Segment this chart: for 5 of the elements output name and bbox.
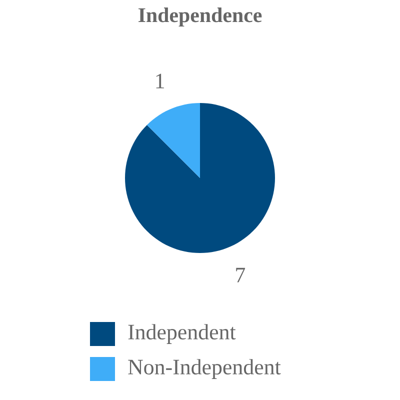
data-label: 7 [236,268,246,282]
legend-label: Independent [128,324,236,344]
data-label: 1 [156,74,164,88]
chart-title: Independence [138,8,262,26]
legend-label: Non-Independent [128,359,281,379]
